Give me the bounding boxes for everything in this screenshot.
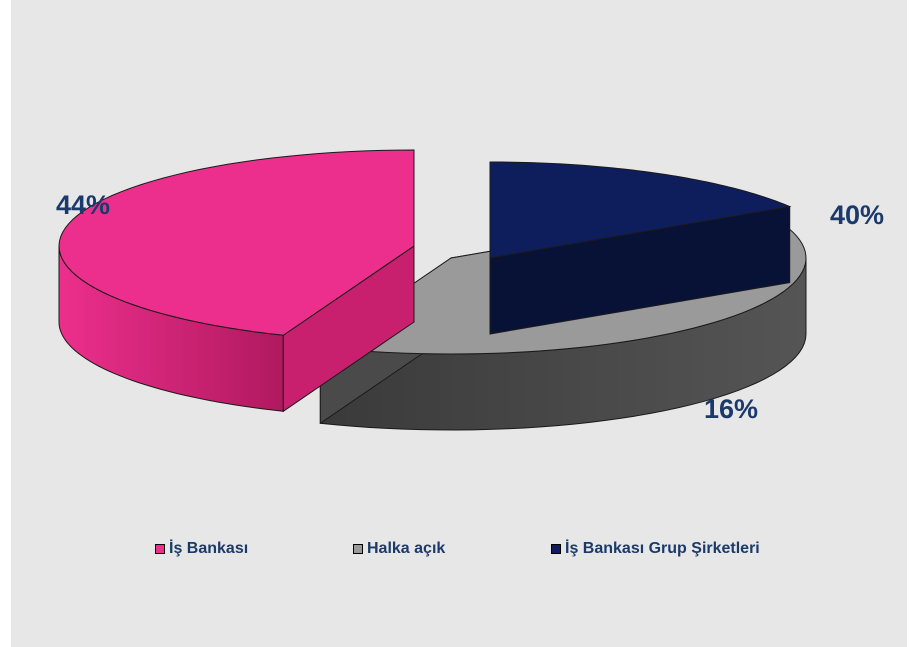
data-label-halka-ac-k: 40% (830, 200, 884, 230)
legend-label-halka-acik: Halka açık (367, 540, 446, 557)
legend-swatch-is-bankasi-grup (551, 544, 561, 554)
legend: İş Bankası Halka açık İş Bankası Grup Şi… (11, 540, 907, 564)
legend-label-is-bankasi: İş Bankası (169, 540, 249, 557)
legend-swatch-is-bankasi (155, 544, 165, 554)
pie-slice-i-s-bankas-grup-s-irketleri (489, 161, 792, 335)
data-label-i-s-bankas-grup-s-irketleri: 16% (704, 394, 758, 424)
chart-area: 44% 40% 16% İş Bankası Halka açık İş Banka… (11, 0, 907, 647)
pie-chart: 44% 40% 16% (56, 149, 884, 431)
legend-item-is-bankasi: İş Bankası (155, 540, 248, 558)
legend-item-is-bankasi-grup: İş Bankası Grup Şirketleri (551, 540, 760, 558)
legend-swatch-halka-acik (353, 544, 363, 554)
legend-item-halka-acik: Halka açık (353, 540, 445, 558)
data-label-i-s-bankas: 44% (56, 190, 110, 220)
pie-slice-top-i-s-bankas-grup-s-irketleri (489, 161, 792, 259)
pie-slice-i-s-bankas (58, 149, 415, 413)
pie-slice-top-i-s-bankas (58, 149, 415, 336)
legend-label-is-bankasi-grup: İş Bankası Grup Şirketleri (565, 540, 760, 557)
